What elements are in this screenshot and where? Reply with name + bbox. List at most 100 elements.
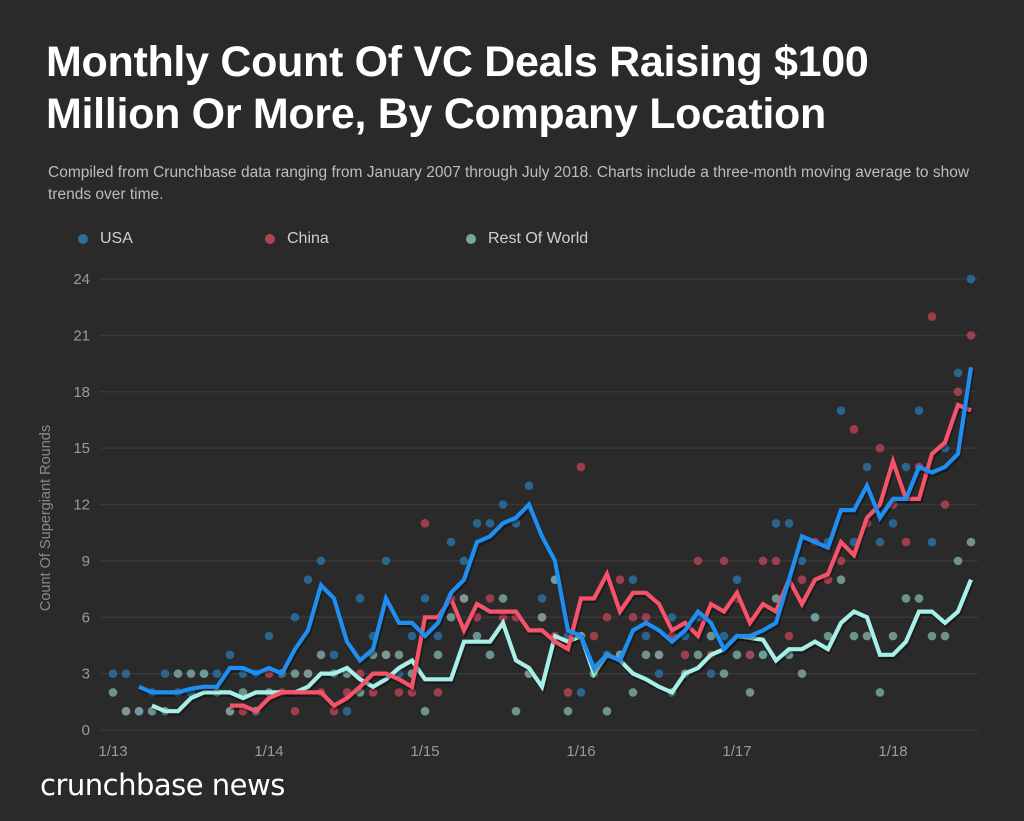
x-tick-label: 1/17 [722,743,751,760]
data-point-china [628,612,638,622]
y-tick-label: 6 [82,609,90,626]
data-point-usa [771,518,781,528]
data-point-usa [498,500,508,509]
data-point-usa [316,556,326,566]
data-point-china [836,556,846,566]
data-point-usa [524,481,534,491]
data-point-usa [836,406,846,415]
data-point-china [966,331,976,340]
data-point-usa [511,518,521,528]
data-point-china [940,500,950,509]
data-point-rest-of-world [108,688,118,697]
data-point-usa [446,537,456,547]
data-point-china [433,688,443,697]
data-point-china [238,706,248,716]
y-tick-label: 12 [73,497,90,514]
data-point-rest-of-world [459,594,469,603]
data-point-rest-of-world [875,688,885,697]
data-point-rest-of-world [771,594,781,603]
data-point-usa [732,575,742,584]
brand-logo: crunchbase news [40,768,285,802]
data-point-china [472,612,482,622]
data-point-china [953,387,963,397]
data-point-usa [108,669,118,678]
data-point-china [927,312,937,321]
y-tick-label: 15 [73,440,90,457]
data-point-rest-of-world [433,650,443,660]
data-point-china [485,594,495,603]
data-point-usa [290,612,300,622]
data-point-usa [901,462,911,472]
data-point-china [602,612,612,622]
data-point-rest-of-world [186,669,196,678]
x-tick-label: 1/15 [410,743,439,760]
data-point-rest-of-world [199,669,209,678]
data-point-usa [264,631,274,641]
data-point-china [576,462,586,472]
data-point-china [615,575,625,584]
data-point-usa [121,669,131,678]
x-tick-label: 1/14 [254,743,283,760]
legend-item-usa: USA [78,230,133,248]
legend: USA China Rest Of World [0,230,1024,252]
data-point-rest-of-world [719,669,729,678]
data-point-rest-of-world [745,688,755,697]
data-point-usa [160,669,170,678]
data-point-rest-of-world [225,706,235,716]
data-point-usa [966,274,976,284]
moving-average-line-china [230,402,972,714]
data-point-china [264,669,274,678]
data-point-rest-of-world [511,706,521,716]
data-point-rest-of-world [849,631,859,641]
data-point-china [290,706,300,716]
data-point-rest-of-world [966,537,976,547]
y-tick-label: 0 [82,722,90,739]
legend-label: Rest Of World [488,230,589,247]
data-point-rest-of-world [927,631,937,641]
data-point-rest-of-world [940,631,950,641]
data-point-usa [433,631,443,641]
legend-label: USA [100,230,133,247]
y-tick-label: 9 [82,553,90,570]
legend-row-dot-icon [466,234,476,244]
x-tick-label: 1/13 [98,743,127,760]
data-point-rest-of-world [238,688,248,697]
data-point-usa [628,575,638,584]
data-point-usa [888,518,898,528]
data-point-rest-of-world [706,631,716,641]
data-point-china [758,556,768,566]
data-point-rest-of-world [641,650,651,660]
data-point-usa [927,537,937,547]
chart-title: Monthly Count Of VC Deals Raising $100 M… [46,38,869,138]
y-tick-label: 18 [73,384,90,401]
data-point-rest-of-world [823,631,833,641]
data-point-usa [576,688,586,697]
data-point-rest-of-world [602,706,612,716]
data-point-usa [329,650,339,660]
legend-china-dot-icon [265,234,275,244]
data-point-usa [381,556,391,566]
data-point-usa [537,594,547,603]
data-point-rest-of-world [563,706,573,716]
data-point-rest-of-world [303,669,313,678]
legend-usa-dot-icon [78,234,88,244]
data-point-rest-of-world [498,594,508,603]
data-point-rest-of-world [316,650,326,660]
data-point-usa [875,537,885,547]
data-point-usa [238,669,248,678]
x-tick-label: 1/16 [566,743,595,760]
data-point-usa [459,556,469,566]
data-point-rest-of-world [121,706,131,716]
y-tick-label: 3 [82,666,90,683]
data-point-usa [420,594,430,603]
data-point-usa [719,631,729,641]
data-point-china [823,575,833,584]
data-point-rest-of-world [810,612,820,622]
data-point-china [745,650,755,660]
chart-subtitle: Compiled from Crunchbase data ranging fr… [48,164,970,203]
data-point-usa [303,575,313,584]
data-point-china [329,706,339,716]
data-point-rest-of-world [797,669,807,678]
data-point-usa [862,462,872,472]
data-point-rest-of-world [446,612,456,622]
